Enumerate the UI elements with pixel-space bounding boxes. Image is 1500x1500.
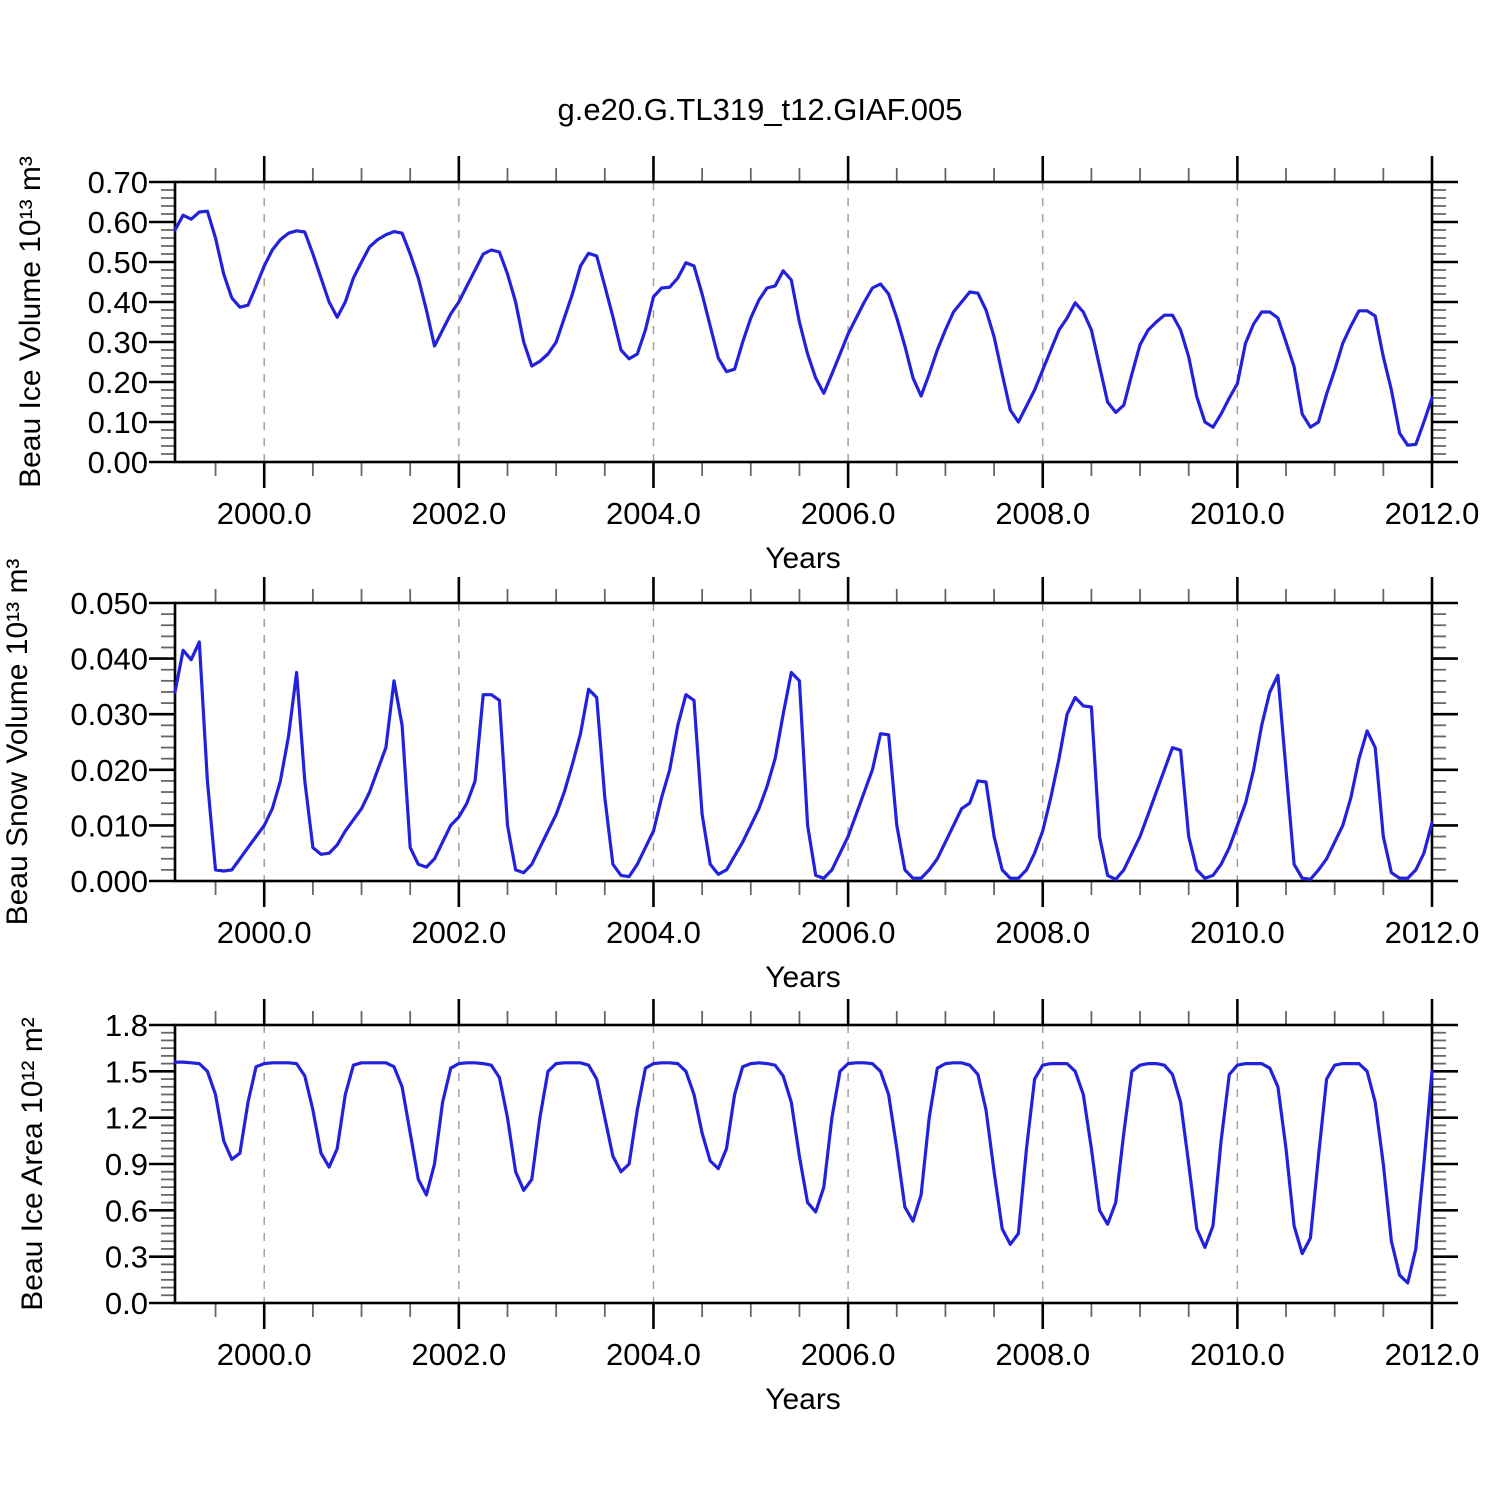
x-tick-label: 2002.0 [411,496,506,531]
x-tick-label: 2006.0 [801,915,896,950]
x-minor-ticks [214,589,1385,895]
y-tick-label: 0.6 [105,1193,148,1228]
y-tick-label: 0.30 [88,325,148,360]
y-tick-label: 0.40 [88,285,148,320]
x-axis-title: Years [765,961,841,994]
plot-frame [173,180,1434,464]
x-tick-label: 2006.0 [801,1337,896,1372]
x-tick-label: 2006.0 [801,496,896,531]
panel-2-beau-snow-volume: 2000.0 2002.0 2004.0 2006.0 2008.0 2010.0 2012… [1,559,1479,994]
y-axis-title: Beau Ice Area 10¹² m² [16,1017,49,1310]
y-minor-ticks [161,1031,1446,1297]
y-tick-label: 0.020 [70,753,148,788]
x-tick-label: 2010.0 [1190,1337,1285,1372]
y-tick-label: 0.030 [70,697,148,732]
x-tick-label: 2002.0 [411,1337,506,1372]
x-tick-label: 2010.0 [1190,496,1285,531]
y-tick-label: 0.10 [88,405,148,440]
panel-3-beau-ice-area: 2000.0 2002.0 2004.0 2006.0 2008.0 2010.0 2012… [16,999,1479,1416]
x-tick-label: 2000.0 [217,915,312,950]
y-axis-title: Beau Ice Volume 10¹³ m³ [14,156,47,488]
panel-1-beau-ice-volume: 2000.0 2002.0 2004.0 2006.0 2008.0 2010.0 2012… [14,156,1479,575]
y-tick-label: 1.8 [105,1008,148,1043]
x-tick-label: 2008.0 [995,1337,1090,1372]
x-tick-label: 2000.0 [217,1337,312,1372]
x-tick-label: 2008.0 [995,915,1090,950]
x-tick-label: 2000.0 [217,496,312,531]
y-tick-label: 0.050 [70,586,148,621]
x-tick-label: 2004.0 [606,1337,701,1372]
x-major-ticks: 2000.0 2002.0 2004.0 2006.0 2008.0 2010.0 2012… [217,156,1480,531]
x-major-ticks: 2000.0 2002.0 2004.0 2006.0 2008.0 2010.0 2012… [217,999,1480,1372]
y-minor-ticks [161,613,1446,871]
y-tick-label: 0.010 [70,808,148,843]
plot-frame [173,601,1434,883]
gridlines [263,1025,1239,1303]
x-tick-label: 2012.0 [1385,915,1480,950]
y-major-ticks: 0.00 0.10 0.20 0.30 0.40 0.50 0.60 0.70 [88,165,1458,480]
y-tick-label: 0.9 [105,1147,148,1182]
x-tick-label: 2002.0 [411,915,506,950]
y-tick-label: 0.70 [88,165,148,200]
x-major-ticks: 2000.0 2002.0 2004.0 2006.0 2008.0 2010.0 2012… [217,577,1480,950]
y-tick-label: 0.0 [105,1286,148,1321]
x-tick-label: 2012.0 [1385,1337,1480,1372]
y-axis-title: Beau Snow Volume 10¹³ m³ [1,559,34,926]
y-tick-label: 1.5 [105,1054,148,1089]
y-tick-label: 0.60 [88,205,148,240]
y-tick-label: 0.3 [105,1240,148,1275]
y-tick-label: 0.000 [70,864,148,899]
data-line-beau-ice-area [173,1060,1434,1285]
x-tick-label: 2012.0 [1385,496,1480,531]
y-minor-ticks [161,189,1446,455]
x-tick-label: 2004.0 [606,496,701,531]
x-minor-ticks [214,1011,1385,1317]
plot-frame [173,1023,1434,1305]
data-line-beau-ice-volume [173,209,1434,447]
y-tick-label: 0.040 [70,642,148,677]
figure-title: g.e20.G.TL319_t12.GIAF.005 [558,92,963,127]
x-tick-label: 2008.0 [995,496,1090,531]
x-tick-label: 2010.0 [1190,915,1285,950]
x-axis-title: Years [765,1383,841,1416]
y-tick-label: 0.00 [88,445,148,480]
y-major-ticks: 0.0 0.3 0.6 0.9 1.2 1.5 1.8 [105,1008,1458,1321]
y-tick-label: 0.50 [88,245,148,280]
x-minor-ticks [214,168,1385,476]
y-tick-label: 1.2 [105,1101,148,1136]
x-axis-title: Years [765,542,841,575]
x-tick-label: 2004.0 [606,915,701,950]
data-line-beau-snow-volume [173,640,1434,881]
y-tick-label: 0.20 [88,365,148,400]
y-major-ticks: 0.000 0.010 0.020 0.030 0.040 0.050 [70,586,1458,899]
